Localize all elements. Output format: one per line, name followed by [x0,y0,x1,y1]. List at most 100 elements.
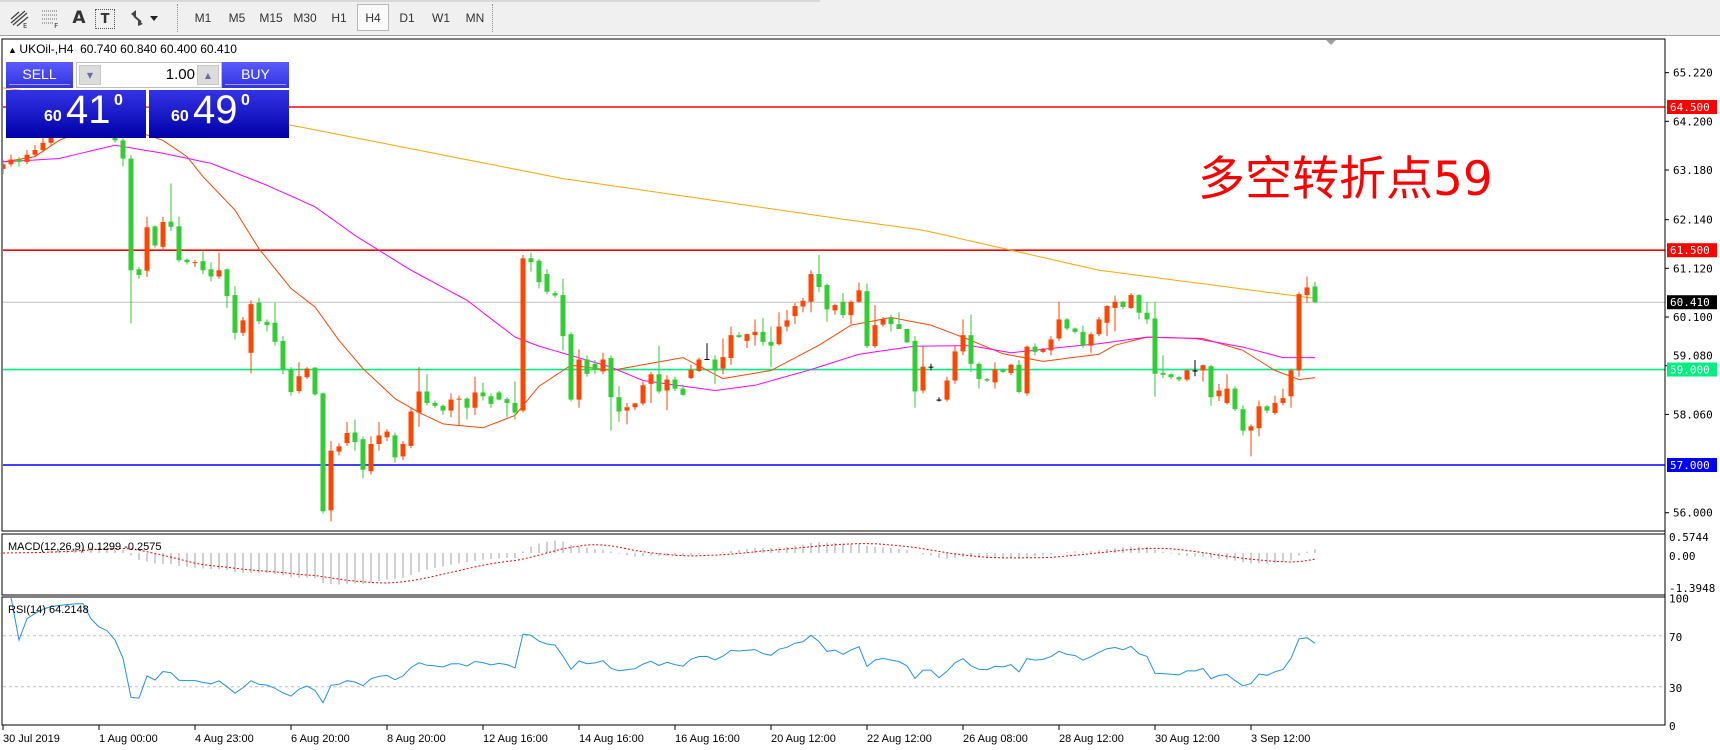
candle [1000,368,1006,373]
chart-annotation-text[interactable]: 多空转折点59 [1198,152,1493,207]
candle [608,355,614,431]
candle-body [1104,306,1110,323]
candle-body [792,306,798,317]
collapse-triangle-icon[interactable]: ▲ [8,45,20,55]
lot-size-field[interactable]: ▼ 1.00 ▲ [76,62,222,88]
candle-body [984,379,990,381]
candle [384,429,390,442]
timeframe-w1[interactable]: W1 [432,10,450,25]
candle-body [1048,339,1054,351]
chart-header: ▲ UKOil-,H4 60.740 60.840 60.400 60.410 [8,42,237,56]
candle [656,345,662,394]
candle [1016,359,1022,394]
timeframe-m5[interactable]: M5 [228,10,246,25]
candle-body [832,305,838,311]
arrows-dropdown-icon[interactable] [128,6,160,30]
candle-body [1248,426,1254,431]
candle-body [408,411,414,446]
timeframe-m15[interactable]: M15 [259,10,283,25]
candle [344,422,350,446]
candle-body [496,392,502,400]
candle-body [264,321,270,326]
candle [400,441,406,461]
candle-body [464,398,470,408]
sell-price-fraction: 0 [114,92,123,109]
price-tag [1667,100,1717,114]
candle [24,149,30,165]
price-plot [3,87,1665,522]
price-tick-label: 58.060 [1673,408,1713,421]
price-tag-label: 64.500 [1670,101,1710,114]
chart-shift-marker-icon[interactable] [1326,40,1336,45]
text-label-icon[interactable]: T [95,9,115,29]
time-tick-label: 28 Aug 12:00 [1059,733,1124,745]
candle [624,402,630,425]
timeframe-d1[interactable]: D1 [399,10,415,25]
candle [928,363,934,371]
candle [632,402,638,411]
buy-button[interactable]: BUY [222,62,289,88]
candle-body [696,359,702,371]
candle [160,216,166,251]
candle-body [224,269,230,297]
candle [960,319,966,356]
candle-body [872,325,878,347]
candle-body [1216,390,1222,397]
timeframe-h4[interactable]: H4 [357,4,389,31]
sell-price-box[interactable]: 60 41 0 [6,88,146,138]
candle [1216,383,1222,402]
candle-body [576,359,582,400]
candle [880,317,886,327]
candle-body [608,358,614,398]
time-tick-label: 22 Aug 12:00 [867,733,932,745]
time-tick-label: 4 Aug 23:00 [195,733,254,745]
candle-body [256,302,262,322]
candle [600,352,606,375]
candle [272,302,278,346]
candle-body [360,439,366,470]
candle-body [1008,364,1014,373]
ohlc-values: 60.740 60.840 60.400 60.410 [80,42,237,56]
candle [1288,368,1294,408]
candle [760,317,766,346]
sell-price-pips: 41 [66,88,111,132]
candle-body [1112,301,1118,308]
candle-body [16,159,22,162]
time-tick-label: 16 Aug 16:00 [675,733,740,745]
candle-body [24,154,30,162]
timeframe-m1[interactable]: M1 [194,10,212,25]
timeframe-mn[interactable]: MN [465,10,485,25]
candle-body [440,405,446,411]
buy-price-box[interactable]: 60 49 0 [149,88,289,138]
text-icon[interactable]: A [72,8,86,28]
candle [1152,301,1158,397]
fibonacci-expansion-icon[interactable]: E [8,6,32,30]
candle-body [944,380,950,400]
sell-price-prefix: 60 [44,108,62,125]
candle-body [8,159,14,165]
timeframe-h1[interactable]: H1 [331,10,347,25]
candle [288,367,294,396]
candle [792,302,798,325]
candle [896,312,902,329]
candle [1272,395,1278,415]
svg-text:E: E [23,22,27,29]
lot-size-value[interactable]: 1.00 [165,66,195,83]
fibonacci-lines-icon[interactable]: F [38,6,62,30]
lot-decrease-icon[interactable]: ▼ [79,65,101,85]
candle-body [808,274,814,302]
candle-body [1024,346,1030,394]
candle [904,328,910,344]
candle-body [48,135,54,143]
lot-increase-icon[interactable]: ▲ [197,65,219,85]
rsi-tick-label: 30 [1669,682,1682,695]
candle [520,254,526,413]
time-tick-label: 30 Jul 2019 [3,733,60,745]
candle-body [456,398,462,400]
candle-body [168,221,174,227]
timeframe-m30[interactable]: M30 [293,10,317,25]
buy-price-prefix: 60 [171,108,189,125]
sell-button[interactable]: SELL [6,62,73,88]
candle [1304,276,1310,303]
